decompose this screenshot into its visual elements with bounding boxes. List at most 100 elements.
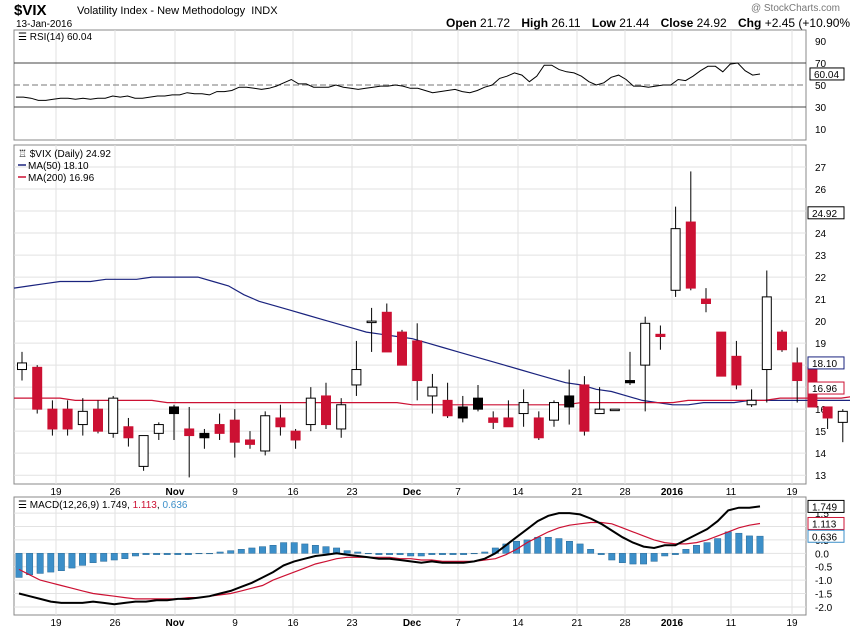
macd-histogram-bar	[534, 536, 542, 554]
chart-date: 13-Jan-2016	[16, 19, 73, 30]
macd-histogram-bar	[481, 551, 489, 554]
candle-body	[32, 366, 43, 410]
macd-histogram-bar	[227, 550, 235, 554]
macd-histogram-bar	[693, 545, 700, 554]
candle-body	[412, 340, 423, 382]
x-tick-label-mid: 16	[287, 487, 299, 498]
macd-value-label-box	[807, 499, 845, 513]
candle-body	[518, 402, 529, 415]
price-candle	[123, 417, 134, 447]
ma50-value-label: 18.10	[812, 359, 837, 370]
x-tick-label-bottom: 28	[619, 618, 631, 629]
candle-body	[93, 408, 103, 432]
macd-histogram-bar	[68, 553, 76, 569]
price-candle	[47, 400, 58, 436]
price-candle	[214, 413, 225, 440]
macd-histogram-bar	[269, 545, 277, 554]
x-tick-label-mid: 11	[726, 487, 737, 498]
macd-line	[18, 505, 761, 606]
macd-histogram-bar	[745, 535, 753, 554]
ma50-line	[13, 276, 850, 406]
candle-body	[214, 424, 225, 434]
price-candle	[260, 411, 271, 456]
price-tick-label: 19	[815, 339, 827, 350]
candle-body	[108, 397, 119, 434]
x-tick-label-mid: Nov	[166, 487, 185, 498]
price-candle	[321, 382, 331, 429]
x-tick-label-mid: 2016	[661, 487, 684, 498]
rsi-value-label: 60.04	[814, 70, 839, 81]
price-candle	[731, 340, 742, 390]
macd-histogram-bar	[449, 553, 457, 555]
x-tick-label-bottom: 11	[726, 618, 737, 629]
candle-body	[336, 404, 347, 430]
candle-body	[457, 406, 468, 419]
x-tick-label-bottom: 9	[232, 618, 238, 629]
chg-value: +2.45 (+10.90%)	[764, 16, 850, 30]
rsi-tick-label: 30	[815, 103, 827, 114]
macd-histogram-bar	[714, 538, 722, 554]
x-tick-label-mid: 14	[512, 487, 524, 498]
candle-body	[229, 419, 240, 443]
macd-histogram-bar	[555, 538, 563, 554]
macd-histogram-bar	[629, 553, 637, 565]
candle-body	[17, 362, 27, 371]
candle-body	[153, 424, 164, 434]
x-tick-label-bottom: Nov	[166, 618, 185, 629]
price-close-value-label-box	[807, 206, 845, 220]
price-close-value-label: 24.92	[812, 209, 837, 220]
price-candle	[351, 340, 362, 396]
open-label: Open	[446, 16, 477, 30]
candle-body	[609, 408, 620, 412]
price-candle	[594, 387, 605, 415]
macd-histogram-bar	[735, 532, 743, 554]
rsi-legend: ☰ RSI(14) 60.04	[18, 32, 92, 43]
x-tick-label-bottom: 2016	[661, 618, 684, 629]
open-value: 21.72	[480, 16, 511, 30]
macd-histogram-bar	[290, 542, 298, 554]
candle-body	[655, 333, 666, 338]
macd-histogram-bar	[79, 553, 86, 566]
macd-histogram-bar	[618, 553, 626, 563]
macd-tick-label: -0.5	[815, 563, 833, 574]
macd-histogram-bar	[110, 553, 118, 561]
price-candle	[549, 400, 559, 427]
price-candle	[716, 331, 727, 377]
candle-body	[245, 439, 255, 445]
macd-histogram-bar	[322, 546, 330, 554]
price-candle	[640, 316, 651, 412]
x-tick-label-bottom: 26	[109, 618, 121, 629]
macd-histogram-bar	[375, 553, 383, 555]
candle-body	[275, 417, 286, 428]
macd-histogram-bar	[184, 553, 192, 555]
macd-histogram-bar	[121, 553, 129, 559]
macd-histogram-bar	[407, 553, 415, 557]
candle-body	[503, 417, 514, 428]
x-tick-label-mid: 21	[571, 487, 583, 498]
x-tick-label-mid: 19	[50, 487, 62, 498]
price-candle	[609, 408, 620, 412]
low-label: Low	[591, 16, 616, 30]
macd-histogram-bar	[608, 553, 616, 561]
macd-histogram-bar	[417, 553, 425, 557]
price-candle	[336, 398, 347, 438]
macd-histogram-bar	[216, 551, 224, 554]
price-tick-label: 27	[815, 163, 827, 174]
price-candle	[169, 404, 179, 440]
price-candle	[290, 428, 301, 449]
price-candle	[412, 323, 423, 401]
macd-legend-part: 1.113	[133, 500, 158, 511]
candle-body	[640, 322, 651, 366]
macd-histogram-bar	[661, 553, 669, 557]
macd-histogram-bar	[26, 553, 34, 576]
x-tick-label-bottom: 16	[287, 618, 299, 629]
candle-body	[670, 228, 681, 291]
price-candle	[670, 206, 681, 297]
macd-histogram-bar	[640, 553, 648, 565]
macd-histogram-bar	[364, 553, 372, 555]
macd-histogram-bar	[163, 553, 171, 555]
price-candle	[381, 303, 392, 353]
signal-value-label-box	[807, 516, 845, 530]
x-tick-label-mid: 26	[109, 487, 121, 498]
